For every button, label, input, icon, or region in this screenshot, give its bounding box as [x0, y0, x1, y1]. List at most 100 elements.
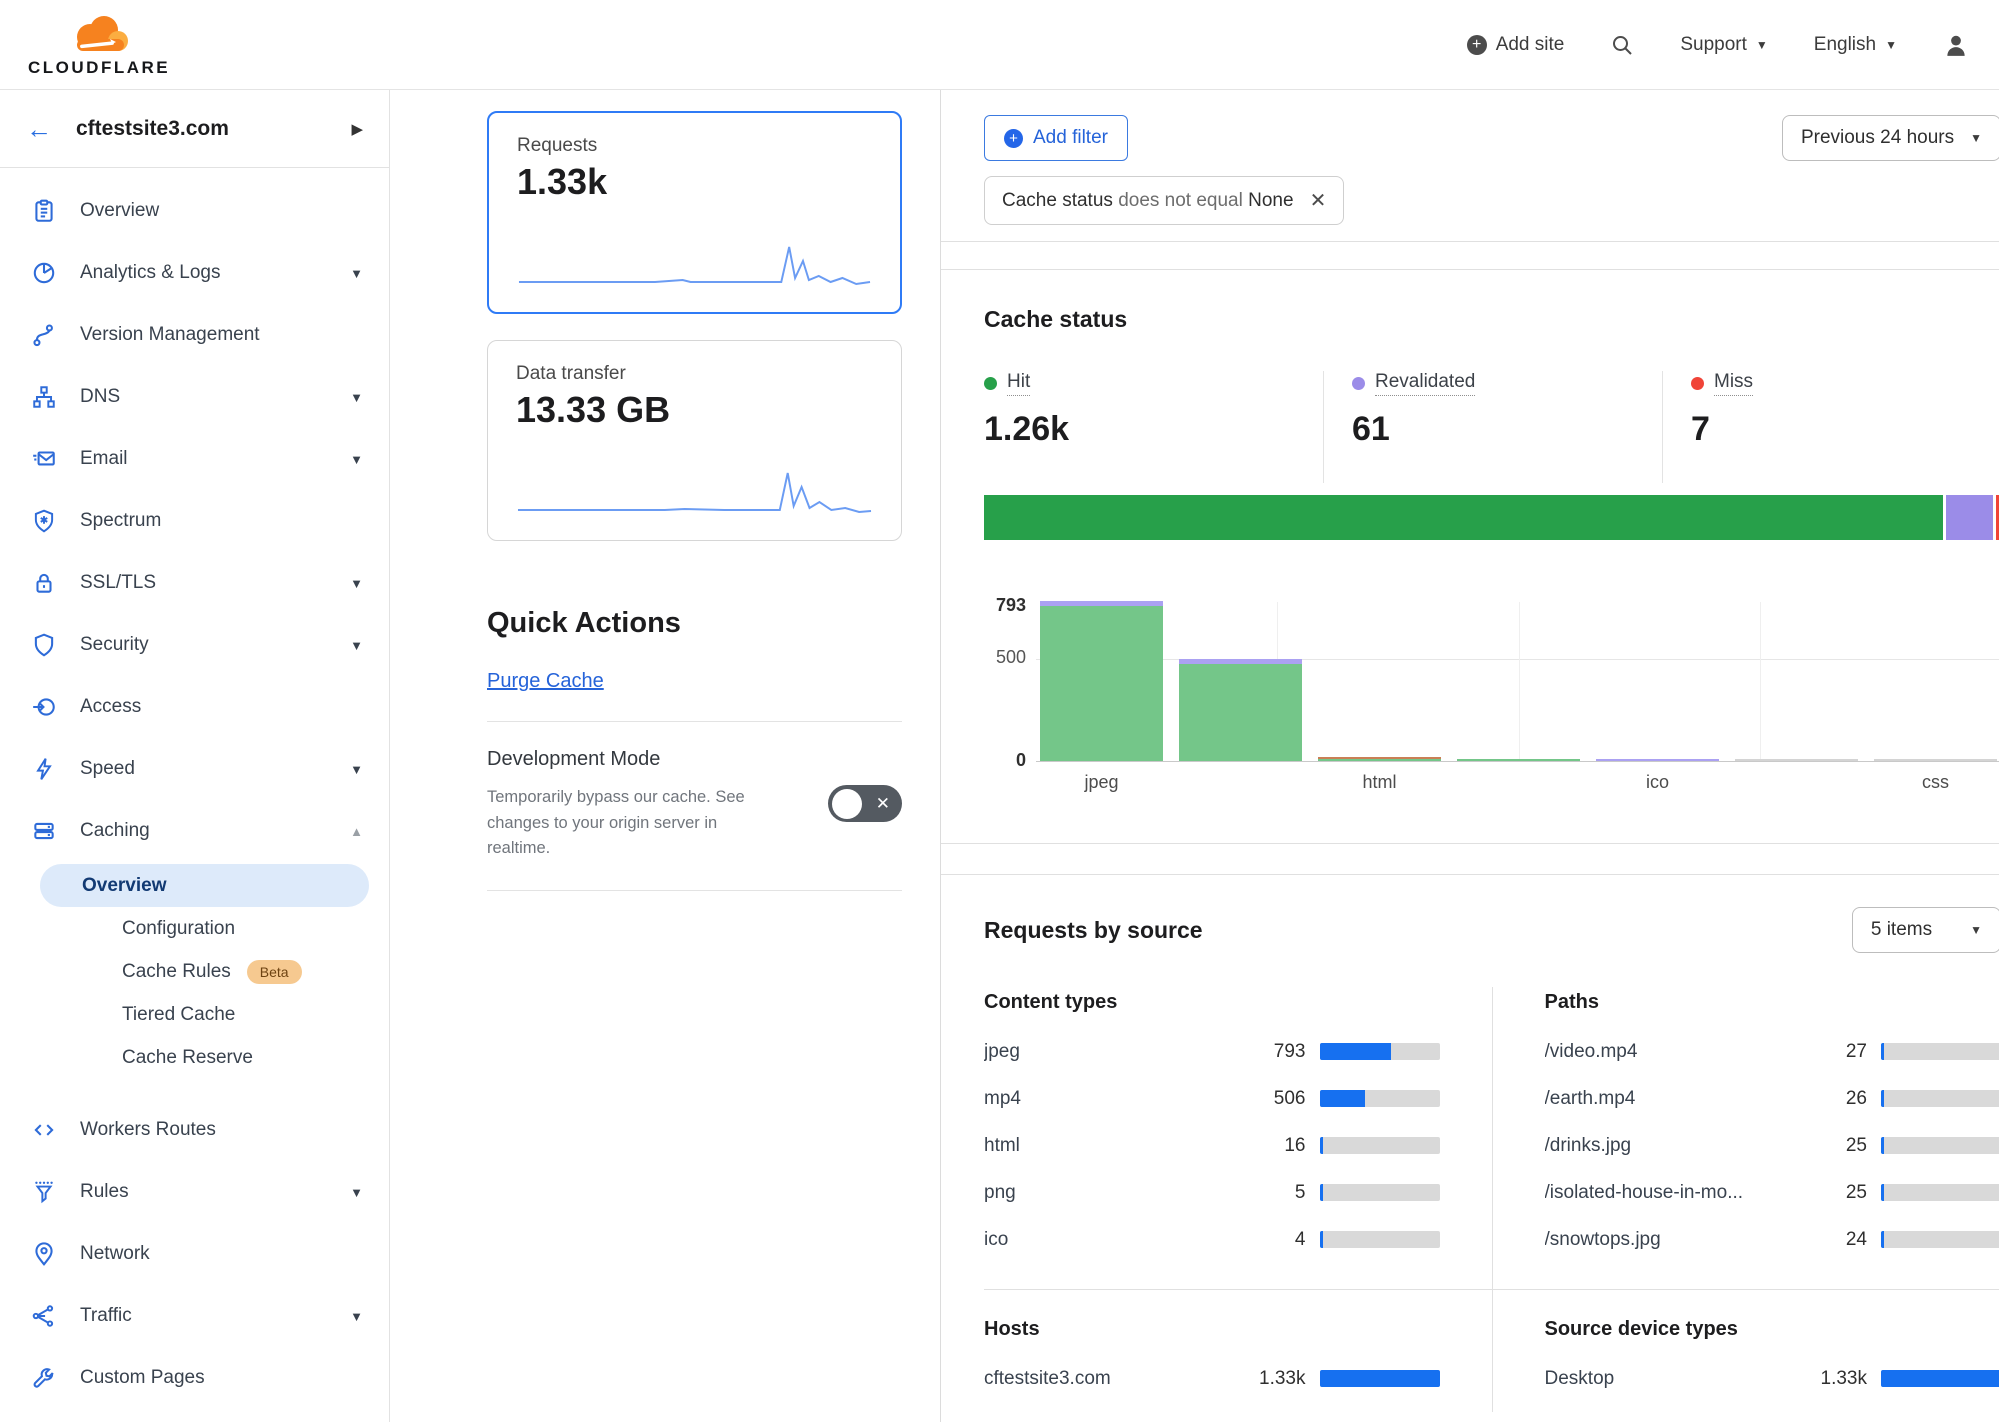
content-types-table: Content types jpeg 793 mp4 506 html 16	[984, 987, 1493, 1289]
paths-table: Paths /video.mp4 27 /earth.mp4 26 /drink…	[1493, 987, 1999, 1289]
sidebar-item-rules[interactable]: Rules ▼	[0, 1161, 389, 1223]
miss-value: 7	[1691, 410, 1710, 448]
gridline	[1518, 602, 1520, 761]
add-filter-button[interactable]: + Add filter	[984, 115, 1128, 161]
search-button[interactable]	[1610, 33, 1634, 57]
value-meter	[1881, 1137, 1999, 1154]
value-meter	[1319, 1043, 1440, 1060]
sidebar-item-access[interactable]: Access	[0, 676, 389, 738]
sidebar-item-network[interactable]: Network	[0, 1223, 389, 1285]
x-label-css: css	[1922, 772, 1949, 792]
quick-actions-title: Quick Actions	[487, 607, 681, 639]
paths-title: Paths	[1544, 991, 1599, 1013]
chevron-down-icon: ▼	[350, 1308, 363, 1324]
sidebar-item-overview[interactable]: Overview	[0, 180, 389, 242]
y-tick-0: 0	[1015, 750, 1026, 770]
table-row[interactable]: /drinks.jpg 25	[1545, 1122, 1999, 1169]
language-menu[interactable]: English ▼	[1813, 33, 1897, 55]
hit-label[interactable]: Hit	[1007, 371, 1031, 396]
requests-card-value: 1.33k	[517, 161, 608, 202]
development-mode-toggle[interactable]: ✕	[828, 785, 902, 822]
sidebar-item-ssl-tls[interactable]: SSL/TLS ▼	[0, 552, 389, 614]
source-device-types-table: Source device types Desktop 1.33k	[1493, 1290, 1999, 1412]
cache-status-title: Cache status	[984, 306, 1128, 332]
toggle-knob	[832, 788, 862, 819]
top-header: CLOUDFLARE + Add site Support ▼ English …	[0, 0, 1999, 90]
divider	[487, 889, 902, 891]
lightning-icon	[30, 755, 58, 783]
table-row[interactable]: jpeg 793	[984, 1028, 1440, 1075]
bar-segment-other	[1735, 759, 1858, 761]
data-transfer-sparkline	[517, 472, 872, 514]
sidebar-item-custom-pages[interactable]: Custom Pages	[0, 1347, 389, 1409]
table-row[interactable]: png 5	[984, 1169, 1440, 1216]
sidebar-item-workers-routes[interactable]: Workers Routes	[0, 1099, 389, 1161]
sidebar-item-speed[interactable]: Speed ▼	[0, 738, 389, 800]
sidebar-item-spectrum[interactable]: Spectrum	[0, 490, 389, 552]
support-menu[interactable]: Support ▼	[1680, 33, 1768, 55]
sidebar-subitem-configuration[interactable]: Configuration	[122, 917, 236, 939]
value-meter	[1319, 1090, 1440, 1107]
chart-bar-jpeg	[1040, 601, 1163, 761]
data-transfer-summary-card[interactable]: Data transfer 13.33 GB	[487, 340, 902, 541]
table-row[interactable]: /video.mp4 27	[1545, 1028, 1999, 1075]
branch-icon	[30, 321, 58, 349]
sitemap-icon	[30, 383, 58, 411]
value-meter	[1881, 1090, 1999, 1107]
traffic-split-icon	[30, 1302, 58, 1330]
table-row[interactable]: html 16	[984, 1122, 1440, 1169]
x-label	[1179, 772, 1302, 793]
back-arrow-icon[interactable]: ←	[26, 113, 52, 144]
sidebar-item-analytics-logs[interactable]: Analytics & Logs ▼	[0, 242, 389, 304]
x-label-jpeg: jpeg	[1084, 772, 1119, 792]
sidebar-item-security[interactable]: Security ▼	[0, 614, 389, 676]
table-row[interactable]: mp4 506	[984, 1075, 1440, 1122]
bar-segment-hit	[1179, 664, 1302, 761]
x-label	[1735, 772, 1858, 793]
purge-cache-link[interactable]: Purge Cache	[487, 670, 604, 692]
sidebar-item-version-management[interactable]: Version Management	[0, 304, 389, 366]
shield-icon	[30, 631, 58, 659]
revalidated-label[interactable]: Revalidated	[1375, 371, 1476, 396]
brand-wordmark: CLOUDFLARE	[28, 58, 171, 77]
site-name: cftestsite3.com	[76, 116, 229, 140]
data-transfer-card-label: Data transfer	[516, 363, 626, 384]
sidebar-item-email[interactable]: Email ▼	[0, 428, 389, 490]
sidebar-item-caching[interactable]: Caching ▲	[0, 800, 389, 862]
chart-plot-area	[1036, 601, 1999, 762]
remove-filter-icon[interactable]: ✕	[1309, 190, 1327, 212]
site-switcher-chevron-icon[interactable]: ▶	[351, 120, 363, 138]
value-meter	[1319, 1231, 1440, 1248]
shield-asterisk-icon	[30, 507, 58, 535]
bar-segment-hit	[1318, 759, 1441, 761]
cloudflare-logo[interactable]: CLOUDFLARE	[28, 13, 170, 76]
cache-status-panel: Cache status Hit 1.26k Revalidated 61	[941, 270, 1999, 843]
sidebar-subitem-cache-rules[interactable]: Cache Rules Beta	[40, 950, 369, 993]
table-row[interactable]: /earth.mp4 26	[1545, 1075, 1999, 1122]
sidebar-subitem-tiered-cache[interactable]: Tiered Cache	[122, 1003, 236, 1025]
items-count-dropdown[interactable]: 5 items ▼	[1851, 907, 1999, 953]
table-row[interactable]: cftestsite3.com 1.33k	[984, 1355, 1440, 1402]
time-range-dropdown[interactable]: Previous 24 hours ▼	[1781, 115, 1999, 161]
cache-status-distribution-bar	[984, 495, 1999, 540]
stat-hit: Hit 1.26k	[984, 371, 1323, 483]
user-account-button[interactable]	[1943, 32, 1969, 58]
sidebar-subitem-caching-overview[interactable]: Overview	[40, 864, 369, 907]
chevron-down-icon: ▼	[1970, 923, 1982, 937]
funnel-icon	[30, 1178, 58, 1206]
chevron-down-icon: ▼	[350, 761, 363, 777]
miss-label[interactable]: Miss	[1714, 371, 1754, 396]
sidebar-item-dns[interactable]: DNS ▼	[0, 366, 389, 428]
plus-icon: +	[1466, 34, 1487, 55]
sidebar: ← cftestsite3.com ▶ Overview Analytics &…	[0, 90, 390, 1422]
add-site-button[interactable]: + Add site	[1466, 34, 1564, 56]
sidebar-item-traffic[interactable]: Traffic ▼	[0, 1285, 389, 1347]
table-row[interactable]: Desktop 1.33k	[1545, 1355, 1999, 1402]
requests-summary-card[interactable]: Requests 1.33k	[487, 111, 902, 314]
toggle-off-x-icon: ✕	[875, 793, 890, 813]
sidebar-subitem-cache-reserve[interactable]: Cache Reserve	[122, 1046, 253, 1068]
table-row[interactable]: ico 4	[984, 1216, 1440, 1263]
x-label-html: html	[1362, 772, 1397, 792]
table-row[interactable]: /snowtops.jpg 24	[1545, 1216, 1999, 1263]
table-row[interactable]: /isolated-house-in-mo... 25	[1545, 1169, 1999, 1216]
